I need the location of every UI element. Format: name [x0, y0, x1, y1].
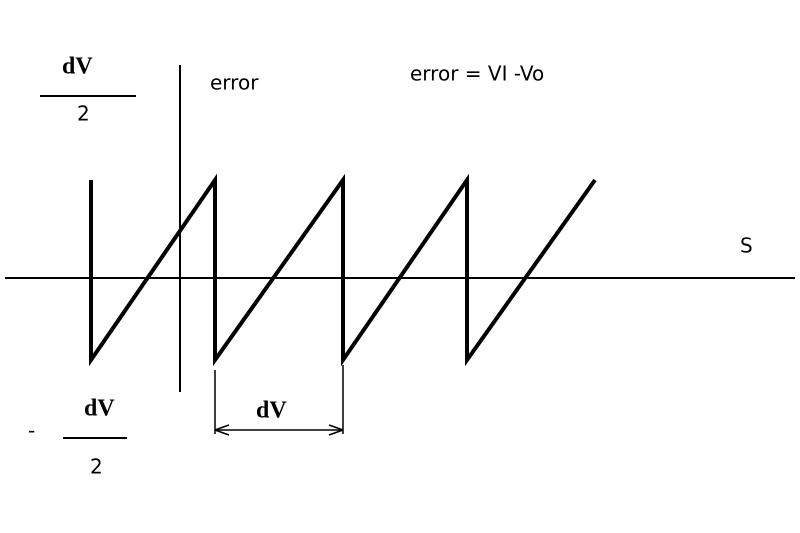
axis-label: error — [210, 71, 259, 95]
fraction-numerator: dV — [84, 396, 115, 422]
fraction-denominator: 2 — [90, 455, 103, 479]
formula: error = VI -Vo — [410, 62, 544, 86]
arrowheads — [214, 424, 344, 436]
fraction-denominator: 2 — [77, 102, 90, 126]
minus-sign: - — [28, 419, 35, 443]
fraction-numerator: dV — [62, 54, 93, 80]
sawtooth — [89, 173, 597, 367]
axis-label: S — [740, 234, 753, 258]
period-label: dV — [256, 398, 287, 424]
